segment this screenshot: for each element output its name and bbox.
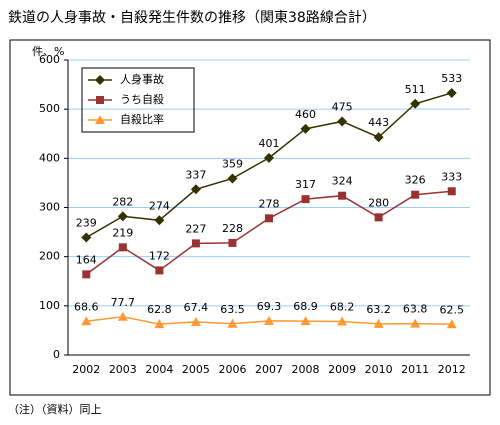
marker [117, 211, 128, 222]
marker [264, 152, 274, 163]
x-tick-label: 2007 [255, 363, 283, 376]
x-tick-label: 2004 [145, 363, 173, 376]
data-label: 68.9 [293, 300, 318, 313]
data-label: 401 [259, 137, 280, 150]
y-tick-label: 500 [39, 102, 60, 115]
marker [301, 195, 310, 204]
data-label: 67.4 [184, 301, 209, 314]
chart-title: 鉄道の人身事故・自殺発生件数の推移（関東38路線合計） [8, 10, 376, 26]
data-label: 274 [149, 199, 170, 212]
chart-frame [9, 39, 491, 396]
marker [191, 239, 200, 248]
legend-box [81, 67, 195, 133]
marker [82, 270, 91, 279]
data-label: 63.5 [220, 303, 245, 316]
y-tick-label: 600 [39, 53, 60, 66]
data-label: 317 [295, 178, 316, 191]
marker [154, 215, 165, 226]
marker [410, 318, 421, 328]
marker [265, 214, 273, 223]
x-tick-label: 2003 [109, 363, 137, 376]
data-label: 69.3 [257, 300, 282, 313]
marker [338, 191, 347, 200]
marker [410, 98, 421, 109]
marker [117, 311, 128, 321]
x-tick-label: 2009 [328, 363, 356, 376]
y-axis-label: 件、% [32, 45, 64, 58]
marker [227, 173, 238, 184]
data-label: 62.8 [147, 303, 172, 316]
marker [118, 243, 127, 252]
data-label: 68.2 [330, 300, 355, 313]
y-tick-label: 300 [39, 201, 60, 214]
data-label: 280 [368, 196, 389, 209]
marker [190, 316, 201, 326]
data-label: 63.8 [403, 303, 428, 316]
data-label: 63.2 [366, 303, 391, 316]
data-label: 460 [295, 108, 316, 121]
data-label: 475 [332, 100, 353, 113]
legend-label: 人身事故 [120, 72, 164, 86]
x-tick-label: 2010 [365, 363, 393, 376]
legend-label: うち自殺 [120, 92, 164, 106]
data-label: 511 [405, 83, 426, 96]
data-label: 219 [112, 226, 133, 239]
y-tick-label: 200 [39, 250, 60, 263]
data-label: 227 [185, 222, 206, 235]
data-label: 333 [441, 170, 462, 183]
note: （注）（資料）同上 [8, 402, 102, 416]
legend-label: 自殺比率 [120, 112, 164, 126]
marker [300, 123, 311, 134]
data-label: 68.6 [74, 300, 99, 313]
x-tick-label: 2012 [438, 363, 466, 376]
x-tick-label: 2008 [292, 363, 320, 376]
x-tick-label: 2006 [218, 363, 246, 376]
legend-marker [95, 75, 105, 85]
legend-marker [95, 115, 105, 124]
marker [228, 238, 237, 247]
data-label: 326 [405, 174, 426, 187]
marker [411, 190, 420, 199]
data-label: 172 [149, 249, 170, 262]
x-tick-label: 2005 [182, 363, 210, 376]
marker [81, 316, 92, 326]
legend-marker [96, 96, 104, 104]
marker [374, 213, 383, 222]
marker [446, 319, 457, 329]
data-label: 278 [259, 197, 280, 210]
marker [447, 187, 456, 196]
data-label: 164 [76, 253, 97, 266]
marker [337, 316, 348, 326]
marker [300, 316, 311, 326]
data-label: 533 [441, 72, 462, 85]
data-label: 324 [332, 175, 353, 188]
y-tick-label: 100 [39, 299, 60, 312]
data-label: 282 [112, 195, 133, 208]
marker [154, 319, 165, 329]
marker [446, 87, 457, 98]
marker [190, 184, 201, 195]
marker [373, 132, 384, 143]
data-label: 443 [368, 116, 389, 129]
data-label: 62.5 [439, 303, 464, 316]
data-label: 359 [222, 157, 243, 170]
marker [337, 116, 348, 127]
marker [227, 318, 238, 328]
data-label: 239 [76, 216, 97, 229]
data-label: 228 [222, 222, 243, 235]
y-tick-label: 400 [39, 151, 60, 164]
marker [373, 318, 384, 328]
marker [155, 266, 164, 275]
data-label: 77.7 [111, 296, 136, 309]
data-label: 337 [185, 168, 206, 181]
x-tick-label: 2011 [401, 363, 429, 376]
marker [81, 232, 92, 243]
x-tick-label: 2002 [72, 363, 100, 376]
y-tick-label: 0 [53, 348, 60, 361]
marker [264, 315, 274, 325]
